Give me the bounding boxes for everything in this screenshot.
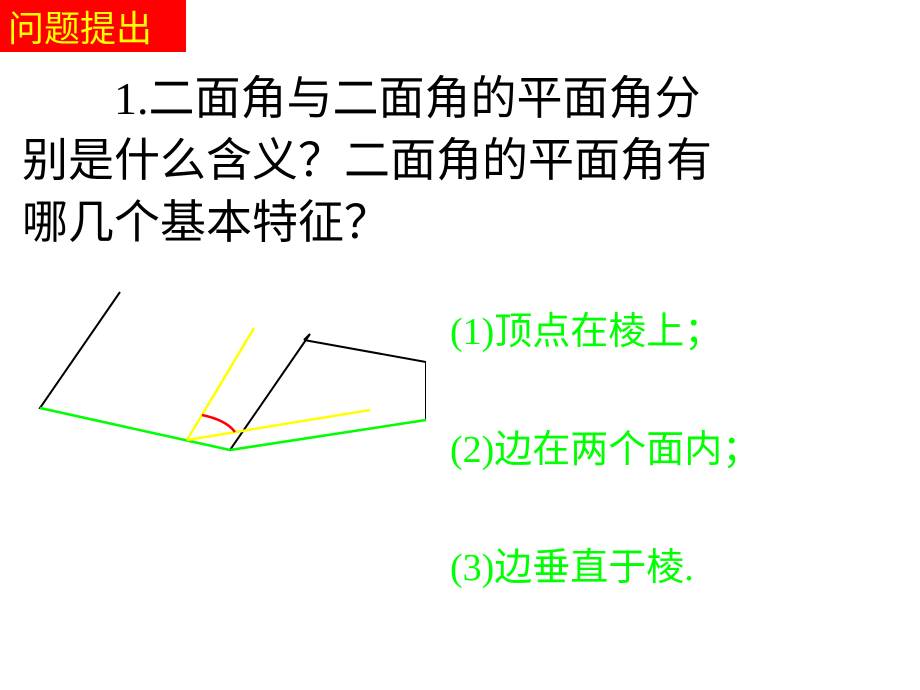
header-label: 问题提出 (8, 0, 152, 52)
question-block: 1.二面角与二面角的平面角分 别是什么含义？二面角的平面角有 哪几个基本特征？ (22, 68, 898, 254)
answer-item-3: (3)边垂直于棱. (450, 536, 694, 591)
dihedral-diagram (30, 278, 426, 478)
angle-arc (202, 415, 235, 432)
header-band: 问题提出 (0, 0, 186, 52)
question-line-2: 别是什么含义？二面角的平面角有 (22, 130, 898, 192)
answer-item-2: (2)边在两个面内； (450, 418, 760, 473)
question-line-3: 哪几个基本特征？ (22, 192, 898, 254)
green-edge-right (230, 420, 426, 450)
yellow-ray-left (187, 328, 254, 440)
right-plane-outline (230, 340, 426, 450)
answer-item-1: (1)顶点在棱上； (450, 300, 722, 355)
yellow-ray-right (187, 410, 370, 440)
question-line-1: 1.二面角与二面角的平面角分 (22, 68, 898, 130)
